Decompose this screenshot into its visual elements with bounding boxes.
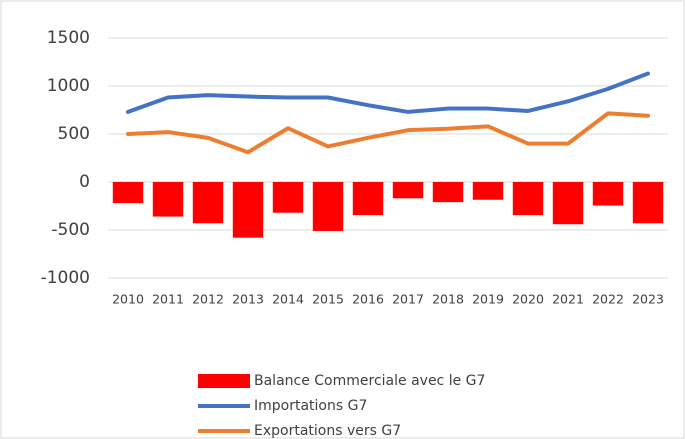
bar (312, 182, 344, 231)
x-tick-label: 2019 (472, 292, 504, 307)
bar (632, 182, 664, 224)
x-tick-label: 2023 (632, 292, 664, 307)
x-tick-label: 2014 (272, 292, 304, 307)
bar (112, 182, 144, 204)
bar (552, 182, 584, 225)
x-tick-label: 2016 (352, 292, 384, 307)
x-tick-label: 2011 (152, 292, 184, 307)
bar (152, 182, 184, 217)
x-tick-label: 2022 (592, 292, 624, 307)
y-tick-label: 0 (79, 172, 90, 192)
legend-label: Exportations vers G7 (254, 423, 401, 439)
y-tick-label: -500 (51, 220, 90, 240)
legend-label: Importations G7 (254, 398, 367, 414)
x-tick-label: 2010 (112, 292, 144, 307)
bar (432, 182, 464, 203)
bar (592, 182, 624, 206)
bar (512, 182, 544, 216)
y-tick-label: -1000 (41, 268, 90, 288)
x-tick-label: 2015 (312, 292, 344, 307)
line (126, 71, 650, 114)
x-tick-label: 2018 (432, 292, 464, 307)
bar (472, 182, 504, 200)
legend-label: Balance Commerciale avec le G7 (254, 373, 485, 389)
bar (352, 182, 384, 216)
x-tick-label: 2017 (392, 292, 424, 307)
bar (392, 182, 424, 199)
y-tick-label: 1000 (47, 76, 90, 96)
y-tick-label: 1500 (47, 28, 90, 48)
line (126, 111, 650, 155)
x-tick-label: 2020 (512, 292, 544, 307)
legend-swatch (198, 374, 250, 388)
y-tick-label: 500 (58, 124, 90, 144)
x-tick-label: 2021 (552, 292, 584, 307)
x-tick-label: 2012 (192, 292, 224, 307)
bar (272, 182, 304, 213)
bar (232, 182, 264, 238)
bar (192, 182, 224, 224)
x-tick-label: 2013 (232, 292, 264, 307)
